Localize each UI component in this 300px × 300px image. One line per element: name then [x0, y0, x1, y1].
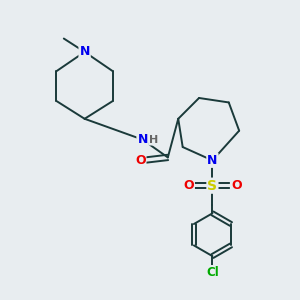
Text: O: O — [135, 154, 146, 167]
Text: N: N — [80, 45, 90, 58]
Text: N: N — [137, 133, 148, 146]
Text: N: N — [207, 154, 218, 167]
Text: O: O — [231, 179, 242, 192]
Text: S: S — [207, 179, 218, 193]
Text: H: H — [149, 135, 158, 145]
Text: O: O — [183, 179, 194, 192]
Text: Cl: Cl — [206, 266, 219, 279]
